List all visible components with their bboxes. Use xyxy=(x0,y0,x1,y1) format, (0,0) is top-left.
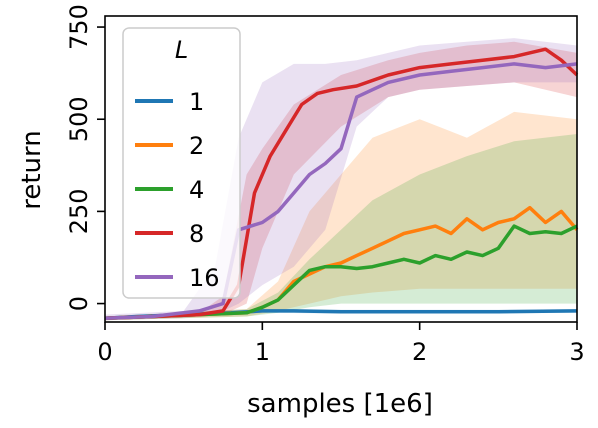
legend-box xyxy=(122,27,241,299)
y-tick-label-750: 750 xyxy=(65,4,93,50)
y-axis-label: return xyxy=(17,130,47,210)
y-tick-label-250: 250 xyxy=(65,188,93,234)
x-tick-label-3: 3 xyxy=(569,338,584,366)
x-axis-label: samples [1e6] xyxy=(247,389,433,419)
y-tick-label-500: 500 xyxy=(65,96,93,142)
axes xyxy=(104,15,578,323)
plot-frame xyxy=(104,15,578,323)
band-series-2 xyxy=(105,111,577,321)
legend-label-2: 2 xyxy=(189,132,204,160)
legend-label-8: 8 xyxy=(189,220,204,248)
line-series-8 xyxy=(104,47,579,321)
x-tick-label-1: 1 xyxy=(255,338,270,366)
legend-title: L xyxy=(175,36,188,64)
legend: L1 2 4 8 16 xyxy=(122,27,241,299)
y-tick-label-0: 0 xyxy=(65,296,93,311)
ticks: 0 1 2 3 0 250 500 750 xyxy=(65,4,585,366)
legend-label-4: 4 xyxy=(189,176,204,204)
x-tick-label-0: 0 xyxy=(97,338,112,366)
band-series-8 xyxy=(105,41,577,321)
x-tick-label-2: 2 xyxy=(412,338,427,366)
band-series-4 xyxy=(105,134,577,321)
series-lines xyxy=(104,47,579,321)
legend-label-1: 1 xyxy=(189,88,204,116)
line-series-4 xyxy=(104,224,578,321)
legend-label-16: 16 xyxy=(189,264,220,292)
